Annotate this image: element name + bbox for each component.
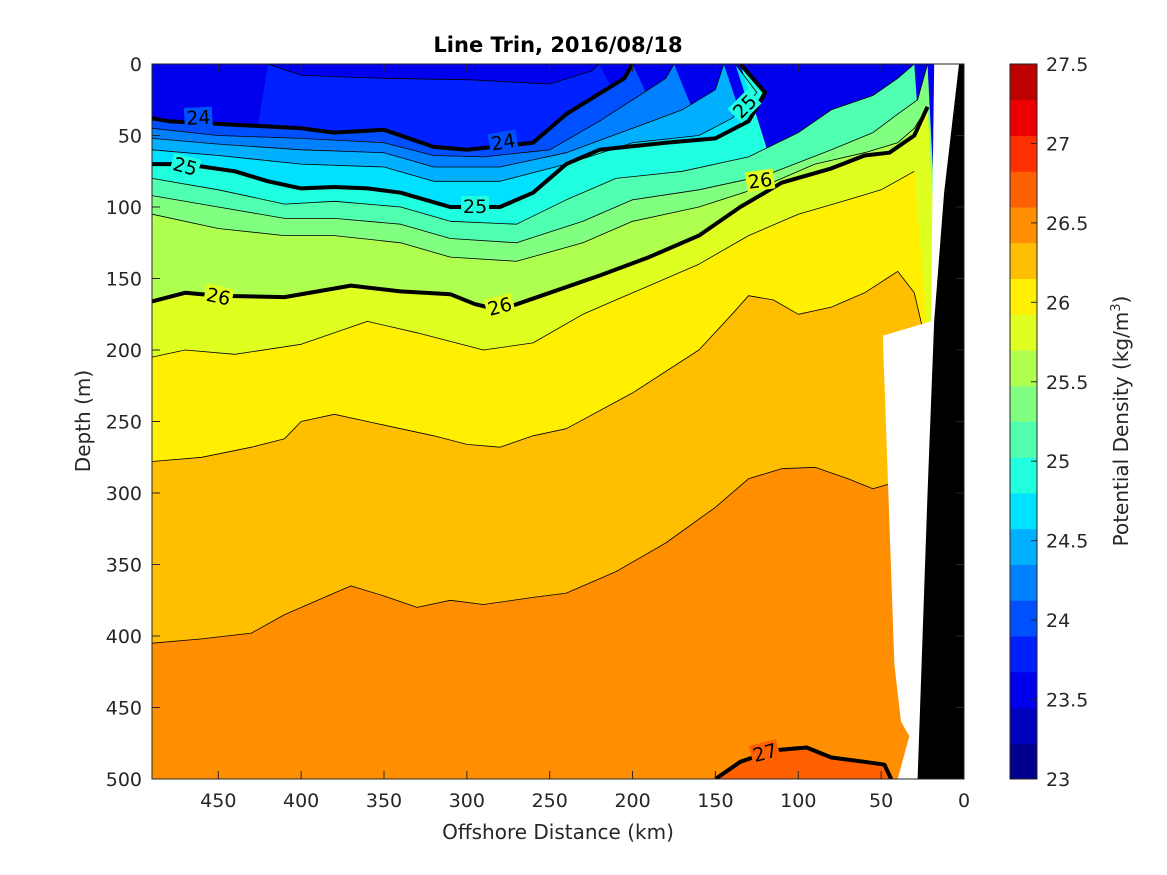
contour-label: 25 (169, 152, 202, 181)
colorbar-swatch (1010, 636, 1037, 673)
colorbar-swatch (1010, 350, 1037, 387)
colorbar-tick-label: 26.5 (1046, 213, 1088, 235)
colorbar-swatch (1010, 493, 1037, 530)
contour-label-text: 24 (186, 107, 211, 130)
y-axis-label: Depth (m) (71, 370, 95, 472)
y-tick-label: 300 (106, 483, 142, 505)
isopycnal-23.75 (267, 64, 600, 85)
colorbar-tick-label: 23 (1046, 769, 1070, 791)
y-tick-label: 100 (106, 197, 142, 219)
colorbar-swatch (1010, 314, 1037, 351)
seafloor-mask (882, 64, 964, 779)
y-tick-label: 500 (106, 769, 142, 791)
colorbar-swatch (1010, 99, 1037, 136)
isopycnal-25.5 (152, 64, 928, 244)
colorbar-swatch (1010, 671, 1037, 708)
x-tick-label: 50 (869, 790, 893, 812)
chart-title: Line Trin, 2016/08/18 (433, 33, 682, 57)
colorbar-swatch (1010, 600, 1037, 637)
colorbar-tick-label: 25 (1046, 451, 1070, 473)
seafloor (917, 64, 964, 779)
contour-label: 26 (744, 168, 776, 194)
colorbar-tick-label: 27.5 (1046, 54, 1088, 76)
x-tick-label: 400 (283, 790, 319, 812)
y-tick-label: 0 (130, 54, 142, 76)
contour-label-text: 25 (463, 196, 487, 218)
isopycnal-26.75 (152, 466, 918, 644)
contour-label: 24 (487, 129, 519, 156)
isopycnal-25.25 (152, 64, 915, 225)
y-tick-label: 150 (106, 269, 142, 291)
colorbar-swatch (1010, 171, 1037, 208)
y-tick-label: 200 (106, 340, 142, 362)
colorbar-swatch (1010, 207, 1037, 244)
contour-label-text: 24 (489, 130, 517, 156)
isopycnal-24 (152, 64, 635, 152)
colorbar-tick-label: 23.5 (1046, 690, 1088, 712)
isopycnal-26.25 (152, 170, 915, 358)
isopycnal-26.5 (152, 271, 923, 462)
x-axis: 450 400 350 300 250 200 150 100 50 0 (200, 64, 970, 812)
x-tick-label: 250 (532, 790, 568, 812)
density-fill-layer (152, 64, 964, 779)
y-tick-label: 50 (118, 126, 142, 148)
x-axis-label: Offshore Distance (km) (442, 820, 674, 844)
colorbar-swatch (1010, 278, 1037, 315)
x-tick-label: 100 (780, 790, 816, 812)
x-tick-label: 300 (449, 790, 485, 812)
contour-label: 26 (483, 292, 516, 321)
colorbar-tick-label: 26 (1046, 292, 1070, 314)
y-tick-label: 350 (106, 555, 142, 577)
colorbar-tick-label: 24.5 (1046, 531, 1088, 553)
contour-label: 27 (748, 739, 781, 767)
x-tick-label: 200 (614, 790, 650, 812)
density-band-26.75 (152, 467, 964, 779)
isopycnal-24.25 (152, 64, 675, 158)
colorbar-swatch (1010, 135, 1037, 172)
x-tick-label: 350 (366, 790, 402, 812)
x-tick-label: 150 (697, 790, 733, 812)
isopycnal-26 (152, 106, 930, 312)
colorbar-swatch (1010, 457, 1037, 494)
colorbar-swatch (1010, 743, 1037, 780)
isopycnal-25.75 (152, 106, 928, 262)
x-tick-label: 450 (200, 790, 236, 812)
y-tick-label: 400 (106, 626, 142, 648)
y-tick-label: 250 (106, 412, 142, 434)
isopycnal-27 (714, 745, 893, 779)
colorbar-swatch (1010, 385, 1037, 422)
colorbar-tick-label: 24 (1046, 610, 1070, 632)
colorbar-swatch (1010, 564, 1037, 601)
contour-label: 24 (183, 106, 213, 130)
colorbar-swatch (1010, 242, 1037, 279)
colorbar-frame (1009, 63, 1038, 780)
contour-label-text: 26 (747, 169, 774, 194)
colorbar-swatch (1010, 707, 1037, 744)
isopycnal-24.5 (152, 64, 725, 168)
colorbar-swatch (1010, 421, 1037, 458)
contour-label-text: 26 (204, 284, 232, 311)
colorbar: 23 23.5 24 24.5 25 25.5 26 26.5 27 27.5 (1009, 54, 1088, 791)
y-tick-label: 450 (106, 698, 142, 720)
colorbar-swatch (1010, 528, 1037, 565)
y-axis: 0 50 100 150 200 250 300 350 400 450 500 (106, 54, 964, 791)
x-tick-label: 0 (958, 790, 970, 812)
colorbar-tick-label: 25.5 (1046, 372, 1088, 394)
colorbar-swatch (1010, 64, 1037, 101)
isopycnal-lines (152, 64, 930, 779)
colorbar-tick-label: 27 (1046, 133, 1070, 155)
colorbar-label: Potential Density (kg/m3) (1109, 296, 1133, 547)
contour-label: 26 (202, 283, 235, 311)
contour-label: 25 (461, 196, 490, 218)
